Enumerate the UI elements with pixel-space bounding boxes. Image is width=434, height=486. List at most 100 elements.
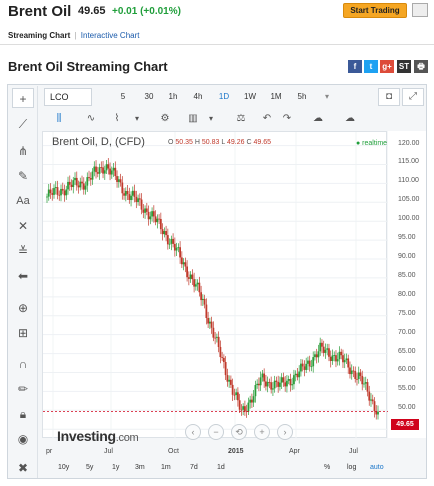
facebook-icon[interactable]: f bbox=[348, 60, 362, 73]
candle-body bbox=[201, 298, 204, 301]
candle-body bbox=[359, 372, 362, 376]
candle-body bbox=[205, 304, 208, 319]
print-icon[interactable]: 🖶 bbox=[414, 60, 428, 73]
candle-body bbox=[203, 298, 206, 305]
range-7d[interactable]: 7d bbox=[190, 464, 198, 471]
camera-icon[interactable]: ◘ bbox=[378, 88, 400, 106]
zoom-out-icon[interactable]: − bbox=[208, 424, 224, 440]
zoom-icon[interactable]: ⊕ bbox=[17, 301, 29, 315]
percent-toggle[interactable]: % bbox=[324, 464, 331, 471]
chart-toolbar: LCO 5 30 1h 4h 1D 1W 1M 5h ▾ ◘ ⤢ bbox=[42, 86, 426, 108]
log-toggle[interactable]: log bbox=[347, 464, 357, 471]
symbol-input[interactable]: LCO bbox=[44, 88, 92, 106]
pencil-icon[interactable]: ✏ bbox=[17, 382, 29, 396]
timeframe-1h[interactable]: 1h bbox=[168, 92, 178, 101]
arrow-left-icon[interactable]: ⬅ bbox=[17, 269, 29, 283]
candle-body bbox=[142, 209, 145, 213]
tab-streaming-chart[interactable]: Streaming Chart bbox=[8, 31, 71, 40]
pitchfork-icon[interactable]: ⋔ bbox=[17, 144, 29, 158]
cloud-load-icon[interactable]: ☁ bbox=[313, 113, 323, 124]
range-1d[interactable]: 1d bbox=[217, 464, 225, 471]
candle-body bbox=[308, 360, 311, 367]
redo-icon[interactable]: ↷ bbox=[282, 113, 292, 124]
range-1y[interactable]: 1y bbox=[112, 464, 120, 471]
timeframe-1w[interactable]: 1W bbox=[244, 92, 256, 101]
gear-icon[interactable]: ⚙ bbox=[160, 113, 170, 124]
auto-toggle[interactable]: auto bbox=[370, 464, 384, 471]
candle-body bbox=[168, 243, 171, 245]
googleplus-icon[interactable]: g+ bbox=[380, 60, 394, 73]
candle-body bbox=[317, 351, 320, 358]
scroll-left-icon[interactable]: ‹ bbox=[185, 424, 201, 440]
fullscreen-icon[interactable]: ⤢ bbox=[402, 88, 424, 106]
indicators-icon[interactable]: ⌇ bbox=[114, 113, 120, 124]
fib-icon[interactable]: ≚ bbox=[17, 244, 29, 258]
candle-body bbox=[258, 383, 260, 386]
candle-body bbox=[245, 411, 248, 413]
timeframe-5h[interactable]: 5h bbox=[297, 92, 307, 101]
candle-body bbox=[377, 411, 379, 415]
magnet-icon[interactable]: ∩ bbox=[18, 357, 28, 371]
timeframe-30[interactable]: 30 bbox=[144, 92, 154, 101]
trendline-icon[interactable]: ⟋ bbox=[18, 117, 28, 131]
scroll-right-icon[interactable]: › bbox=[277, 424, 293, 440]
candle-body bbox=[238, 400, 241, 410]
range-10y[interactable]: 10y bbox=[58, 464, 70, 471]
range-1m[interactable]: 1m bbox=[161, 464, 171, 471]
compare-icon[interactable]: ⚖ bbox=[236, 113, 246, 124]
candle-body bbox=[270, 382, 273, 390]
low-value: 49.26 bbox=[226, 139, 245, 146]
tab-interactive-chart[interactable]: Interactive Chart bbox=[80, 31, 140, 40]
undo-icon[interactable]: ↶ bbox=[262, 113, 272, 124]
chevron-down-icon[interactable]: ▾ bbox=[324, 92, 329, 101]
candle-body bbox=[210, 321, 213, 328]
candle-body bbox=[84, 185, 87, 190]
study-icon[interactable]: ▥ bbox=[188, 113, 198, 124]
candle-body bbox=[198, 282, 201, 293]
price-axis[interactable]: 120.00 115.00 110.00 105.00 100.00 95.00 90.00… bbox=[388, 131, 426, 438]
range-3m[interactable]: 3m bbox=[135, 464, 145, 471]
pattern-icon[interactable]: ✕ bbox=[17, 219, 29, 233]
reset-icon[interactable]: ⟲ bbox=[231, 424, 247, 440]
timeframe-1d[interactable]: 1D bbox=[218, 92, 230, 101]
range-5y[interactable]: 5y bbox=[86, 464, 94, 471]
measure-icon[interactable]: ⊞ bbox=[17, 326, 29, 340]
last-price: 49.65 bbox=[78, 5, 106, 17]
flag-icon[interactable] bbox=[412, 3, 428, 17]
plot-area[interactable] bbox=[42, 131, 388, 439]
candle-body bbox=[336, 359, 339, 362]
candle-body bbox=[123, 193, 125, 196]
timeframe-4h[interactable]: 4h bbox=[193, 92, 203, 101]
candle-body bbox=[58, 194, 61, 196]
crosshair-icon[interactable]: + bbox=[12, 88, 34, 108]
open-value: 50.35 bbox=[175, 139, 193, 146]
y-tick-label: 110.00 bbox=[398, 177, 419, 185]
eye-icon[interactable]: ◉ bbox=[17, 432, 29, 446]
y-tick-label: 70.00 bbox=[398, 328, 416, 336]
zoom-in-icon[interactable]: + bbox=[254, 424, 270, 440]
candle-body bbox=[338, 351, 341, 360]
candle-body bbox=[277, 381, 280, 387]
timeframe-1m[interactable]: 1M bbox=[270, 92, 282, 101]
candle-body bbox=[133, 190, 136, 197]
time-axis[interactable]: pr Jul Oct 2015 Apr Jul bbox=[42, 448, 387, 460]
delete-icon[interactable]: ✖ bbox=[17, 461, 29, 475]
brush-icon[interactable]: ✎ bbox=[17, 169, 29, 183]
cloud-save-icon[interactable]: ☁ bbox=[345, 113, 355, 124]
candle-body bbox=[117, 179, 120, 182]
candle-body bbox=[196, 282, 199, 285]
lock-icon[interactable]: 🔒︎ bbox=[19, 407, 27, 421]
text-tool-icon[interactable]: Aa bbox=[16, 195, 30, 207]
timeframe-5[interactable]: 5 bbox=[120, 92, 126, 101]
candle-body bbox=[335, 355, 337, 362]
area-chart-icon[interactable]: ∿ bbox=[86, 113, 96, 124]
chevron-down-icon[interactable]: ▾ bbox=[208, 114, 213, 123]
twitter-icon[interactable]: t bbox=[364, 60, 378, 73]
candles-icon[interactable]: ⫼ bbox=[56, 113, 62, 124]
candle-body bbox=[86, 177, 89, 186]
chevron-down-icon[interactable]: ▾ bbox=[134, 114, 139, 123]
start-trading-button[interactable]: Start Trading bbox=[343, 3, 407, 18]
stocktwits-icon[interactable]: ST bbox=[397, 60, 411, 73]
y-tick-label: 85.00 bbox=[398, 271, 416, 279]
investing-logo: Investing.com bbox=[57, 428, 139, 444]
